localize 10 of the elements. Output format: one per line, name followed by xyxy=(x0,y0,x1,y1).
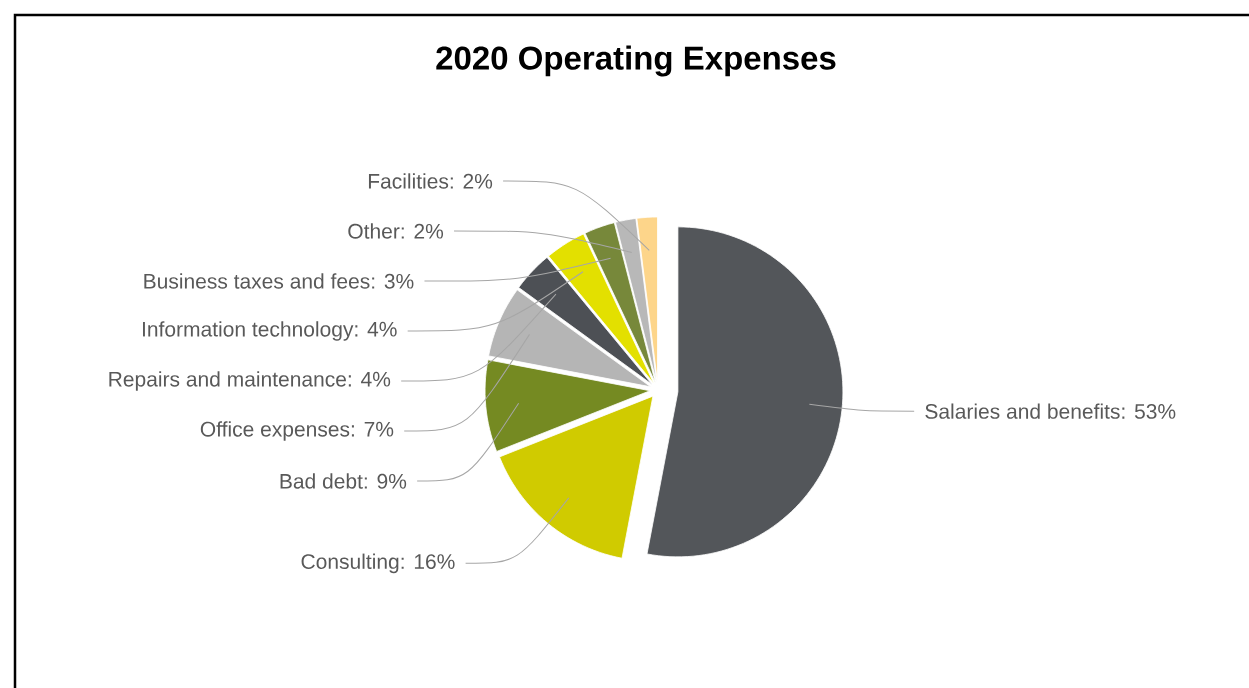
slice-label: Information technology: 4% xyxy=(142,321,397,341)
slice-label: Bad debt: 9% xyxy=(280,473,407,489)
slice-label: Repairs and maintenance: 4% xyxy=(109,371,391,391)
slice-label: Office expenses: 7% xyxy=(200,421,394,441)
chart-title: 2020 Operating Expenses xyxy=(436,45,836,77)
slice-label: Other: 2% xyxy=(348,223,444,239)
slice-label: Business taxes and fees: 3% xyxy=(144,273,414,289)
slice-label: Facilities: 2% xyxy=(368,173,493,189)
slice-label: Consulting: 16% xyxy=(301,553,455,574)
slice-label: Salaries and benefits: 53% xyxy=(925,403,1176,419)
